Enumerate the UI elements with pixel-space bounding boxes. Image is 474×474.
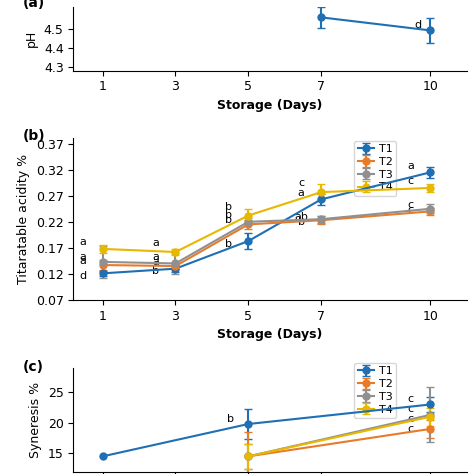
Text: d: d xyxy=(79,271,86,281)
Text: c: c xyxy=(298,178,304,188)
Text: a: a xyxy=(152,238,159,248)
Text: a: a xyxy=(152,252,159,262)
Text: (b): (b) xyxy=(22,129,45,143)
X-axis label: Storage (Days): Storage (Days) xyxy=(218,328,323,341)
Text: a: a xyxy=(407,161,414,171)
Text: b: b xyxy=(152,266,159,276)
Text: c: c xyxy=(407,176,413,186)
Legend: T1, T2, T3, T4: T1, T2, T3, T4 xyxy=(355,141,396,196)
Text: a: a xyxy=(152,257,159,267)
Text: b: b xyxy=(298,217,305,227)
X-axis label: Storage (Days): Storage (Days) xyxy=(218,99,323,112)
Text: c: c xyxy=(407,200,413,210)
Legend: T1, T2, T3, T4: T1, T2, T3, T4 xyxy=(355,363,396,418)
Text: b: b xyxy=(227,414,234,424)
Text: c: c xyxy=(407,424,413,434)
Text: c: c xyxy=(407,205,413,216)
Text: c: c xyxy=(407,394,413,404)
Text: (c): (c) xyxy=(22,360,43,374)
Text: (a): (a) xyxy=(22,0,45,9)
Text: b: b xyxy=(225,202,232,212)
Text: c: c xyxy=(407,414,413,424)
Y-axis label: Titaratable acidity %: Titaratable acidity % xyxy=(17,154,30,284)
Text: a: a xyxy=(79,256,86,266)
Text: b: b xyxy=(225,215,232,225)
Text: a: a xyxy=(79,237,86,247)
Text: b: b xyxy=(225,239,232,249)
Y-axis label: Syneresis %: Syneresis % xyxy=(29,382,42,458)
Text: d: d xyxy=(414,19,421,30)
Text: a: a xyxy=(79,252,86,262)
Y-axis label: pH: pH xyxy=(25,30,38,47)
Text: c: c xyxy=(407,404,413,414)
Text: b: b xyxy=(225,210,232,220)
Text: ab: ab xyxy=(294,212,308,222)
Text: a: a xyxy=(298,188,305,198)
